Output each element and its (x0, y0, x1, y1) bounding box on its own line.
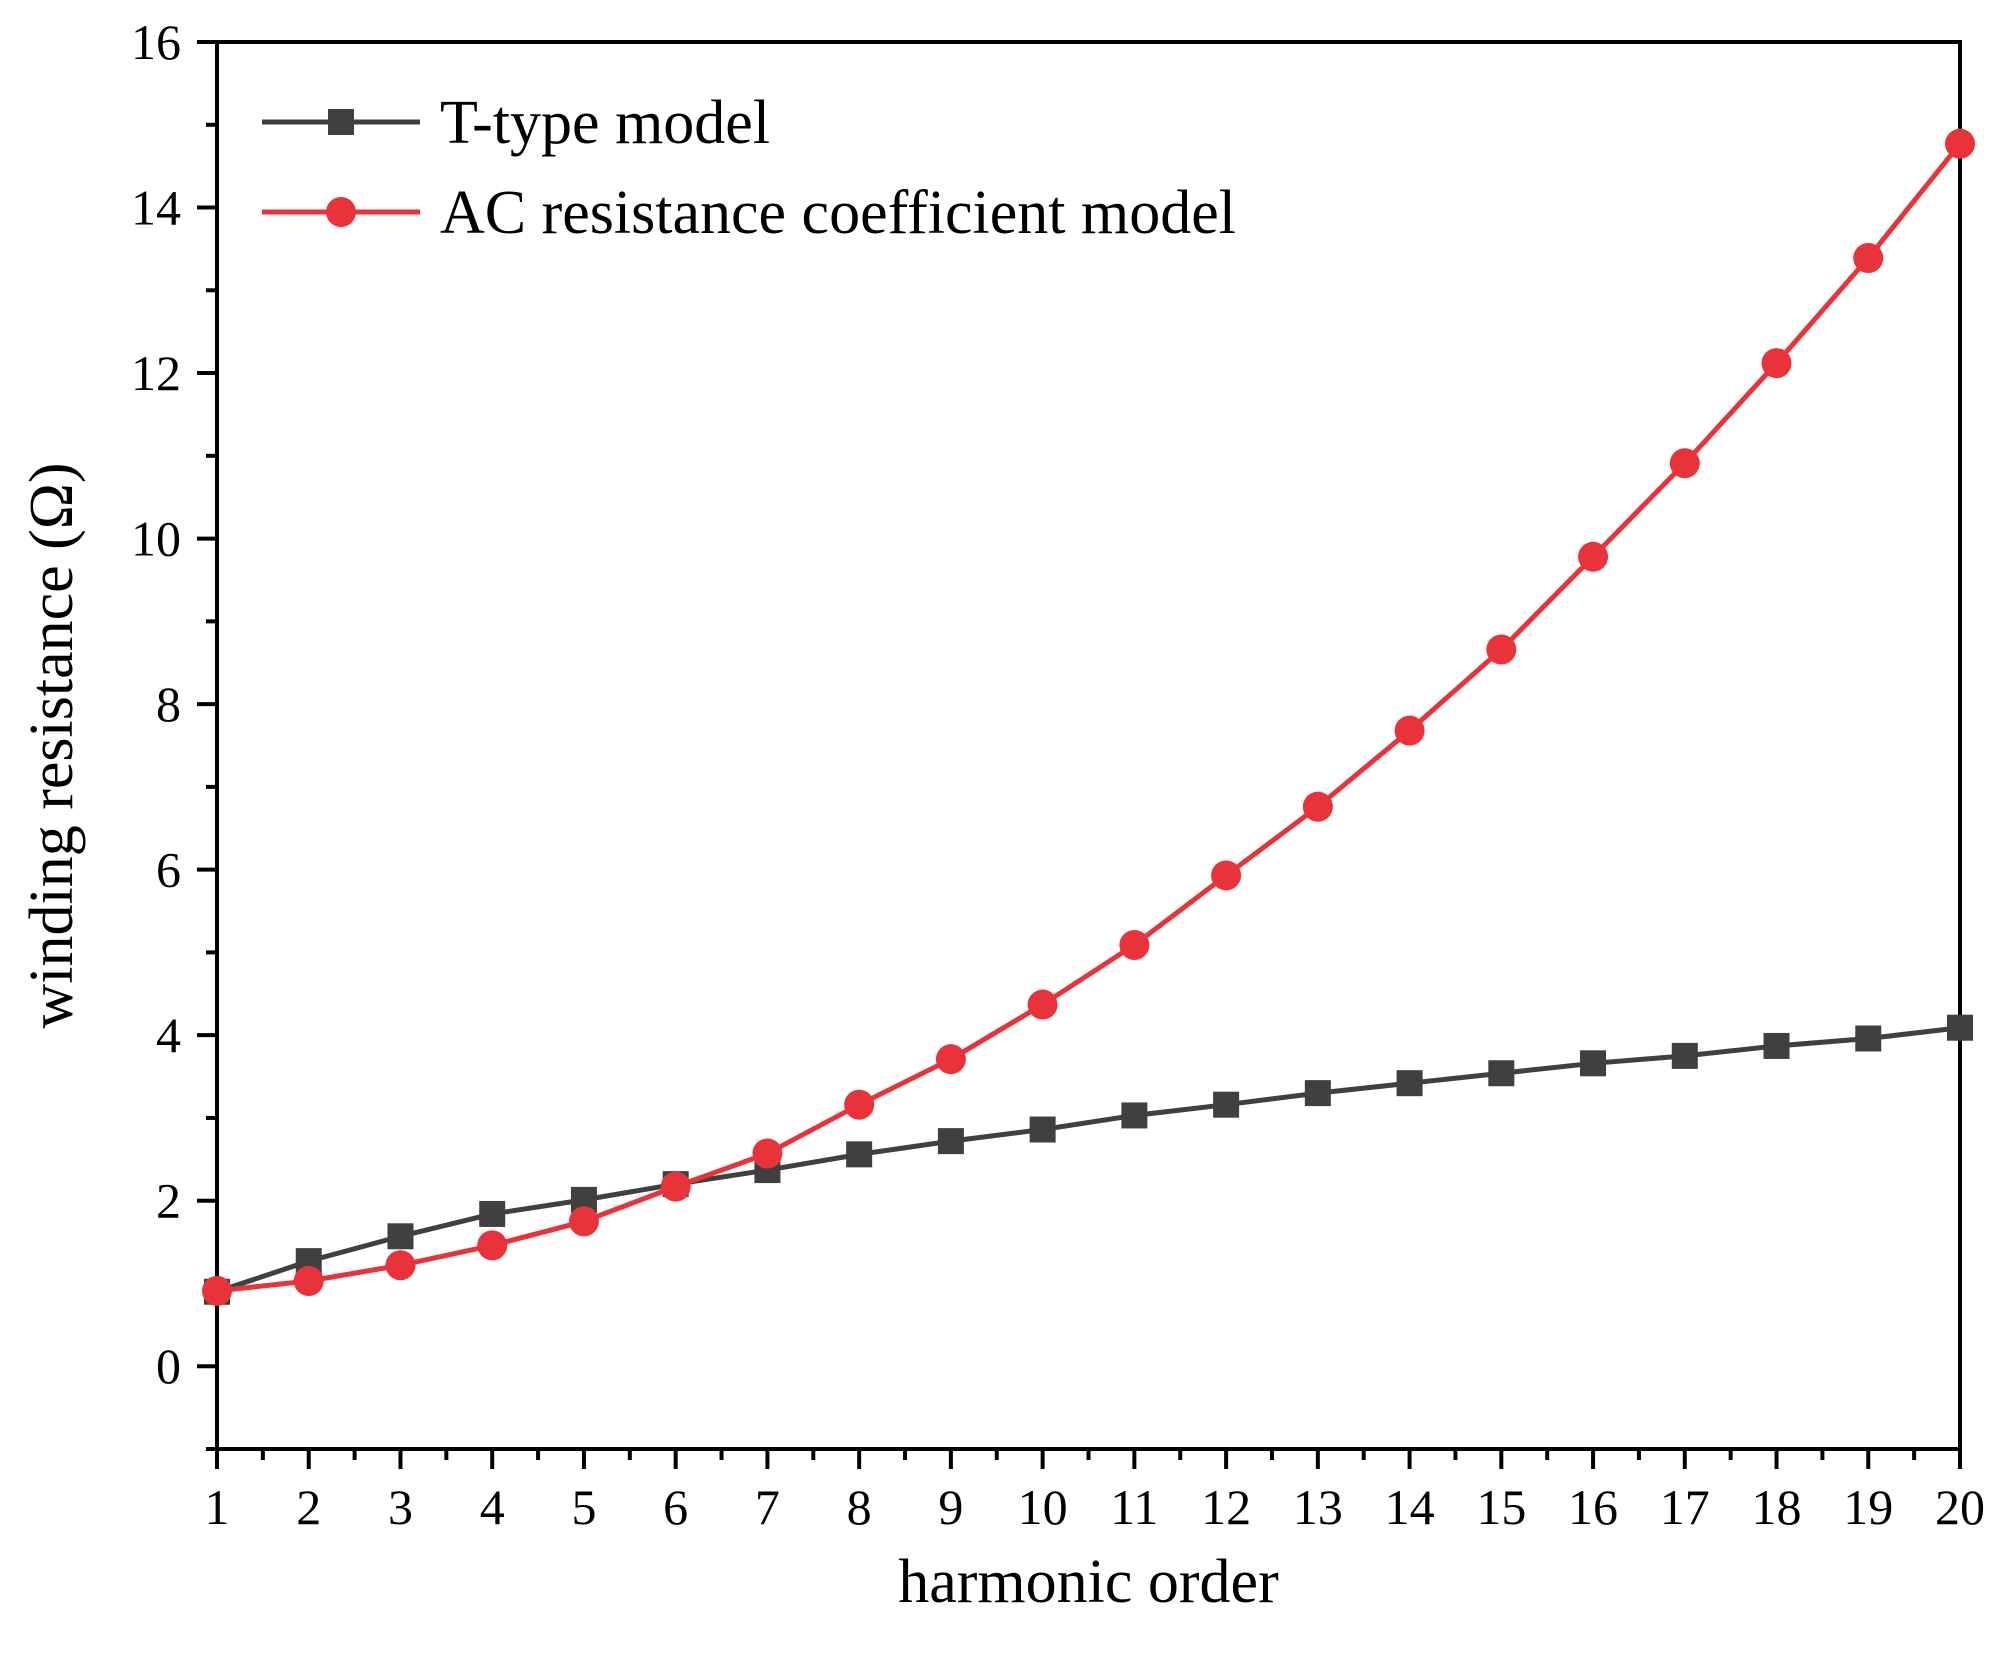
data-point (293, 1265, 324, 1296)
data-point (385, 1250, 416, 1281)
data-point (846, 1141, 873, 1168)
data-point (1302, 791, 1333, 822)
legend-marker (328, 109, 354, 135)
data-point (1578, 541, 1609, 572)
data-point (202, 1275, 232, 1306)
x-tick-label: 20 (1935, 1479, 1985, 1535)
data-point (1029, 1116, 1056, 1143)
data-point (1213, 1091, 1240, 1118)
data-point (935, 1044, 966, 1075)
data-point (1121, 1102, 1148, 1129)
x-tick-label: 7 (755, 1479, 780, 1535)
y-axis-title: winding resistance (Ω) (18, 462, 86, 1028)
x-tick-label: 8 (847, 1479, 872, 1535)
x-tick-label: 15 (1476, 1479, 1526, 1535)
data-point (1669, 448, 1700, 479)
x-tick-label: 1 (205, 1479, 230, 1535)
data-point (937, 1128, 964, 1155)
x-tick-label: 11 (1110, 1479, 1158, 1535)
x-tick-label: 12 (1201, 1479, 1251, 1535)
x-tick-label: 10 (1018, 1479, 1068, 1535)
data-point (1947, 1014, 1973, 1041)
data-point (387, 1223, 414, 1250)
data-point (1855, 1025, 1882, 1052)
x-tick-label: 3 (388, 1479, 413, 1535)
x-tick-label: 19 (1843, 1479, 1893, 1535)
series-2 (202, 128, 1975, 1306)
data-point (477, 1230, 508, 1261)
x-tick-label: 16 (1568, 1479, 1618, 1535)
data-point (660, 1171, 691, 1202)
series-line (216, 1025, 1961, 1295)
data-point (1945, 128, 1975, 159)
plot-frame (215, 40, 1962, 1451)
series-line (216, 142, 1962, 1294)
legend-entry: T-type model (262, 89, 770, 157)
data-point (1763, 1032, 1790, 1059)
data-point (1394, 715, 1425, 746)
series-1 (204, 1014, 1973, 1305)
x-tick-label: 9 (938, 1479, 963, 1535)
legend-marker (326, 197, 356, 227)
x-tick-label: 14 (1385, 1479, 1435, 1535)
data-point (1488, 1060, 1515, 1087)
y-tick-label: 10 (131, 511, 181, 567)
x-tick-label: 2 (296, 1479, 321, 1535)
series-layer (202, 128, 1975, 1306)
data-point (752, 1138, 783, 1169)
legend-entry: AC resistance coefficient model (262, 179, 1236, 247)
x-axis-title: harmonic order (898, 1548, 1279, 1616)
data-point (1853, 243, 1884, 274)
y-tick-label: 8 (156, 676, 181, 732)
x-tick-label: 4 (480, 1479, 505, 1535)
data-point (1211, 860, 1242, 891)
data-point (1119, 929, 1150, 960)
data-point (1486, 634, 1517, 665)
data-point (568, 1206, 599, 1237)
x-tick-label: 13 (1293, 1479, 1343, 1535)
x-tick-label: 6 (663, 1479, 688, 1535)
legend: T-type model AC resistance coefficient mo… (262, 89, 1236, 247)
data-point (1671, 1042, 1698, 1069)
y-tick-label: 12 (131, 345, 181, 401)
data-point (1580, 1050, 1607, 1077)
y-tick-label: 16 (131, 14, 181, 70)
data-point (1396, 1070, 1423, 1097)
x-tick-label: 5 (571, 1479, 596, 1535)
y-tick-label: 6 (156, 842, 181, 898)
data-point (1761, 348, 1792, 379)
data-point (1027, 989, 1058, 1020)
x-tick-label: 18 (1752, 1479, 1802, 1535)
data-point (1304, 1080, 1331, 1107)
data-point (479, 1200, 506, 1227)
y-tick-label: 2 (156, 1173, 181, 1229)
y-tick-label: 14 (131, 180, 181, 236)
data-point (844, 1089, 875, 1120)
x-tick-label: 17 (1660, 1479, 1710, 1535)
y-tick-label: 4 (156, 1007, 181, 1063)
legend-label: T-type model (440, 89, 770, 157)
y-tick-label: 0 (156, 1338, 181, 1394)
legend-label: AC resistance coefficient model (440, 179, 1236, 247)
